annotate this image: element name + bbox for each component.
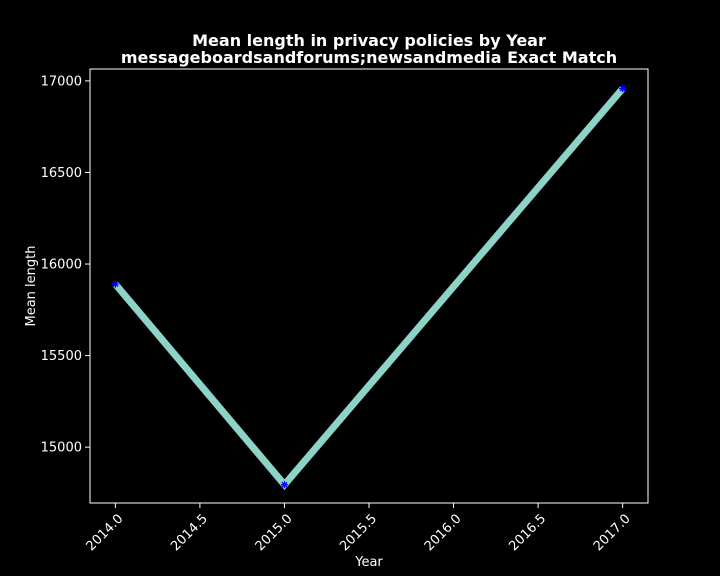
chart-subtitle: messageboardsandforums;newsandmedia Exac… (121, 48, 617, 67)
y-tick-label: 16000 (41, 258, 82, 273)
y-tick-label: 16500 (41, 166, 82, 181)
plot-area (111, 85, 627, 491)
data-point-marker (280, 481, 288, 489)
y-tick-label: 17000 (41, 74, 82, 89)
y-tick-label: 15000 (41, 441, 82, 456)
data-point-marker (619, 85, 627, 93)
x-axis-label: Year (354, 555, 383, 570)
y-tick-label: 15500 (41, 349, 82, 364)
marker-stroke (112, 281, 119, 288)
marker-stroke (281, 481, 288, 488)
y-axis-label: Mean length (24, 246, 39, 327)
marker-stroke (619, 85, 626, 92)
chart-title: Mean length in privacy policies by Year (192, 31, 546, 50)
y-axis-ticks: 15000 15500 16000 16500 17000 (41, 74, 90, 456)
data-point-marker (111, 280, 119, 288)
